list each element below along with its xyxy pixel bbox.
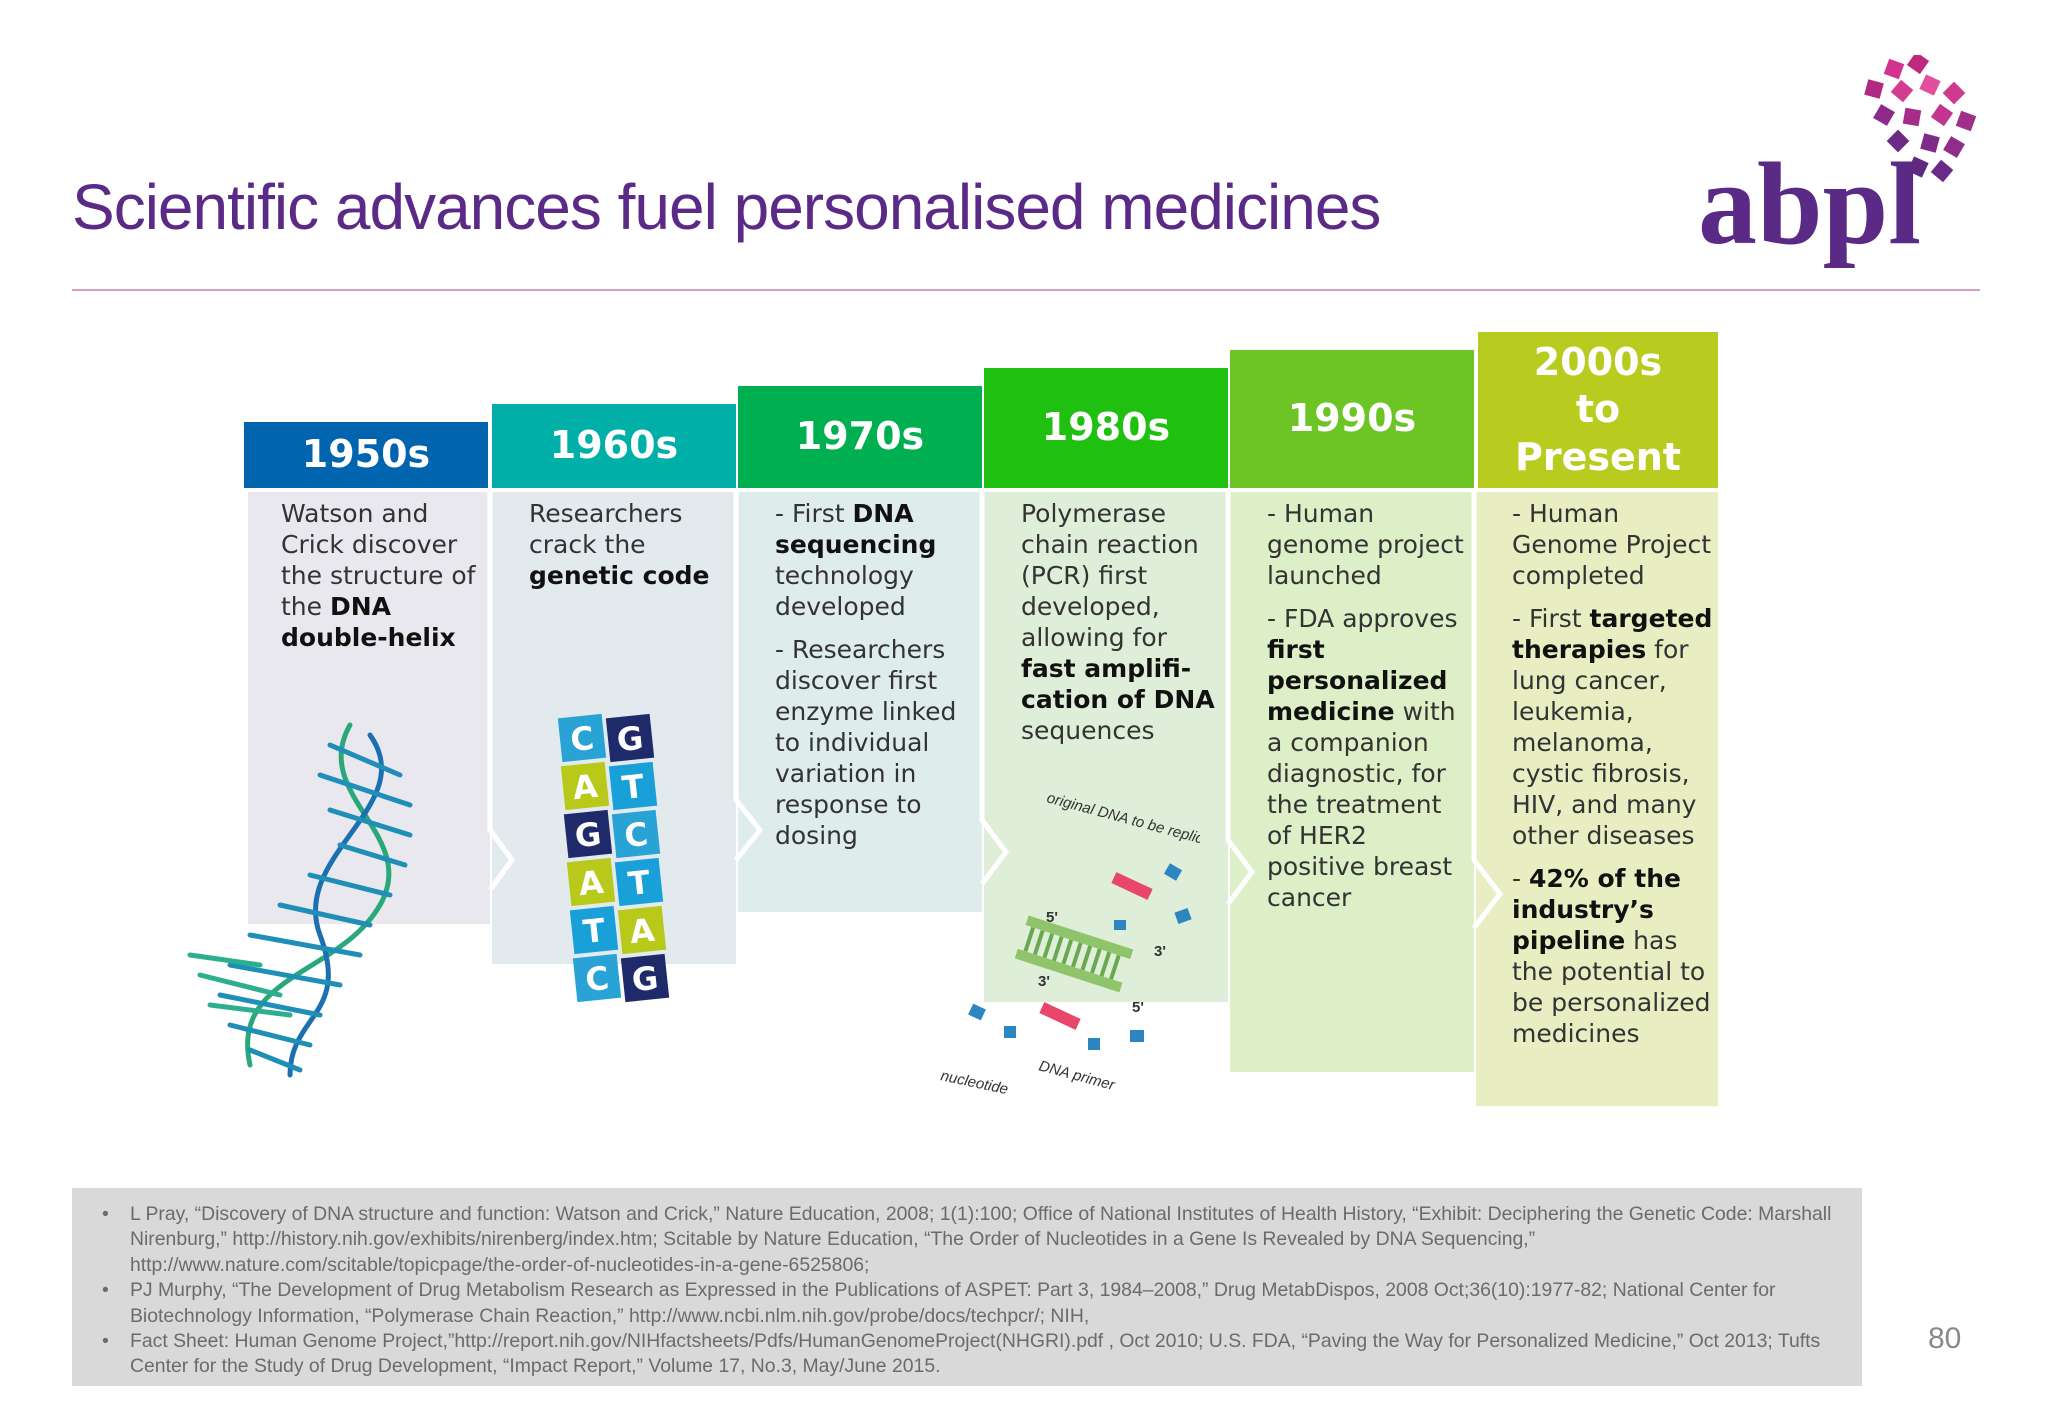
- codon-tile: C: [557, 713, 607, 763]
- codon-letter: T: [626, 863, 652, 903]
- column-panel: [1476, 492, 1718, 1106]
- codon-letters-illustration: C GA TG CA TT AC G: [557, 713, 670, 1003]
- codon-letter: C: [568, 719, 595, 759]
- era-header: 1950s: [244, 422, 488, 488]
- era-header: 1990s: [1230, 350, 1474, 488]
- codon-tile: C: [611, 809, 661, 859]
- codon-letter: C: [583, 959, 610, 999]
- era-paragraph: - Human genome project launched: [1267, 499, 1464, 590]
- references-box: L Pray, “Discovery of DNA structure and …: [72, 1188, 1862, 1386]
- era-paragraph: - Human Genome Project completed: [1512, 499, 1712, 590]
- codon-tile: G: [605, 713, 655, 763]
- era-description: - Human Genome Project completed - First…: [1512, 498, 1717, 1061]
- era-description: - First DNA sequencing technology develo…: [775, 498, 980, 863]
- era-paragraph: - First DNA sequencing technology develo…: [775, 499, 937, 621]
- page-number: 80: [1928, 1322, 1962, 1355]
- title-divider: [72, 289, 1980, 291]
- pcr-label-nucleotide: nucleotide: [940, 1067, 1010, 1098]
- era-paragraph: Polymerase chain reaction (PCR) first de…: [1021, 499, 1215, 745]
- codon-letter: A: [577, 863, 606, 903]
- codon-letter: C: [622, 815, 649, 855]
- codon-tile: A: [566, 857, 616, 907]
- era-header: 1960s: [492, 404, 736, 488]
- pcr-illustration: original DNA to be replicated 5' 3' 3' 5…: [940, 789, 1200, 1098]
- era-header: 2000s to Present: [1478, 332, 1718, 488]
- column-panel: [1230, 492, 1474, 1072]
- codon-letter: A: [571, 767, 600, 807]
- column-panel: [738, 492, 982, 912]
- codon-letter: A: [628, 911, 657, 951]
- dna-primer: [1039, 872, 1153, 1030]
- reference-item: L Pray, “Discovery of DNA structure and …: [102, 1202, 1846, 1278]
- reference-item: Fact Sheet: Human Genome Project,”http:/…: [102, 1329, 1846, 1380]
- era-header: 1980s: [984, 368, 1228, 488]
- dna-strand: [1014, 915, 1134, 993]
- era-paragraph: - FDA approves first personalized medici…: [1267, 604, 1458, 912]
- codon-tile: G: [563, 809, 613, 859]
- codon-letter: G: [615, 719, 645, 760]
- codon-letter: G: [630, 959, 660, 1000]
- era-description: Watson and Crick discover the structure …: [281, 498, 491, 665]
- pcr-label-5prime: 5': [1132, 999, 1144, 1016]
- codon-tile: T: [569, 905, 619, 955]
- pcr-label-3prime: 3': [1154, 943, 1166, 960]
- codon-tile: C: [572, 953, 622, 1003]
- era-description: - Human genome project launched - FDA ap…: [1267, 498, 1472, 925]
- codon-tile: A: [560, 761, 610, 811]
- pcr-label-5prime: 5': [1046, 909, 1058, 926]
- pcr-label-original: original DNA to be replicated: [1045, 789, 1200, 855]
- nucleotide: [968, 863, 1192, 1050]
- codon-tile: A: [617, 905, 667, 955]
- era-description: Polymerase chain reaction (PCR) first de…: [1021, 498, 1226, 758]
- reference-item: PJ Murphy, “The Development of Drug Meta…: [102, 1278, 1846, 1329]
- codon-letter: T: [620, 767, 646, 807]
- page-title: Scientific advances fuel personalised me…: [72, 171, 1381, 243]
- codon-tile: T: [614, 857, 664, 907]
- era-paragraph: Researchers crack the genetic code: [529, 499, 710, 590]
- era-paragraph: - First targeted therapies for lung canc…: [1512, 604, 1713, 850]
- codon-letter: G: [573, 815, 603, 856]
- era-paragraph: - Researchers discover first enzyme link…: [775, 635, 957, 850]
- codon-tile: G: [620, 953, 670, 1003]
- era-paragraph: Watson and Crick discover the structure …: [281, 499, 476, 652]
- logo-wordmark: abpl: [1698, 138, 1921, 269]
- dna-helix-illustration: [187, 722, 413, 1078]
- codon-tile: T: [608, 761, 658, 811]
- pcr-label-3prime: 3': [1038, 973, 1050, 990]
- pcr-label-primer: DNA primer: [1037, 1057, 1118, 1094]
- era-paragraph: - 42% of the industry’s pipeline has the…: [1512, 864, 1711, 1048]
- era-description: Researchers crack the genetic code: [529, 498, 729, 603]
- codon-letter: T: [581, 911, 607, 951]
- era-header: 1970s: [738, 386, 982, 488]
- abpi-logo: abpl: [1698, 55, 1977, 269]
